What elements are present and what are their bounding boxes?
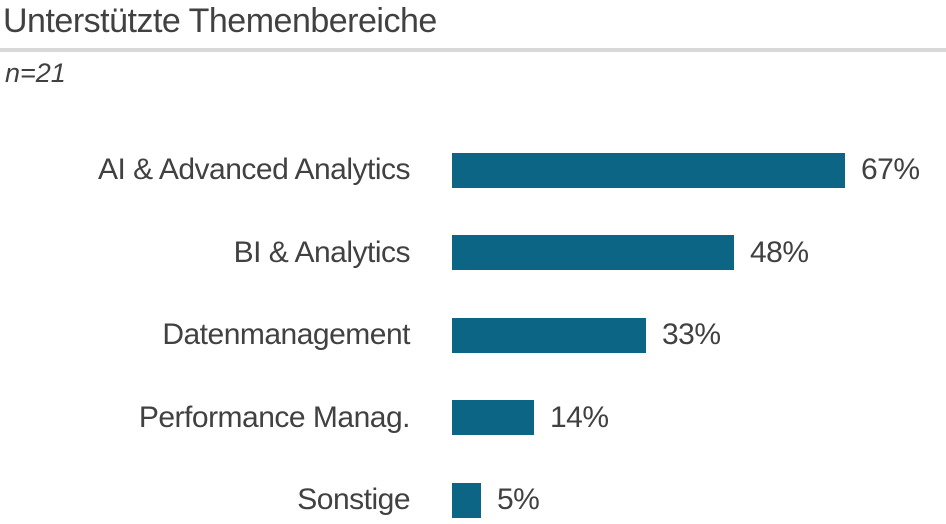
category-label: Performance Manag. [138,400,411,434]
chart-row: BI & Analytics 48% [0,212,946,295]
chart-row: Sonstige 5% [0,459,946,524]
title-divider [0,48,946,52]
bar-area: 48% [452,235,809,271]
value-label: 67% [861,153,920,187]
bar-area: 5% [452,482,540,518]
bar [452,317,646,353]
category-label: BI & Analytics [233,235,411,269]
category-label: Sonstige [297,483,410,517]
bar-area: 14% [452,400,609,436]
category-label: Datenmanagement [162,318,410,352]
bar-area: 33% [452,317,721,353]
chart-row: AI & Advanced Analytics 67% [0,129,946,212]
value-label: 14% [550,400,609,434]
bar [452,152,845,188]
chart-row: Datenmanagement 33% [0,294,946,377]
bar [452,400,534,436]
bar [452,482,481,518]
bar-area: 67% [452,152,920,188]
sample-size-label: n=21 [5,58,66,88]
chart: AI & Advanced Analytics 67% BI & Analyti… [0,129,946,524]
category-label: AI & Advanced Analytics [97,153,411,187]
chart-row: Performance Manag. 14% [0,377,946,460]
value-label: 48% [750,235,809,269]
value-label: 33% [662,318,721,352]
chart-title: Unterstützte Themenbereiche [3,2,437,40]
bar [452,235,734,271]
value-label: 5% [497,483,540,517]
